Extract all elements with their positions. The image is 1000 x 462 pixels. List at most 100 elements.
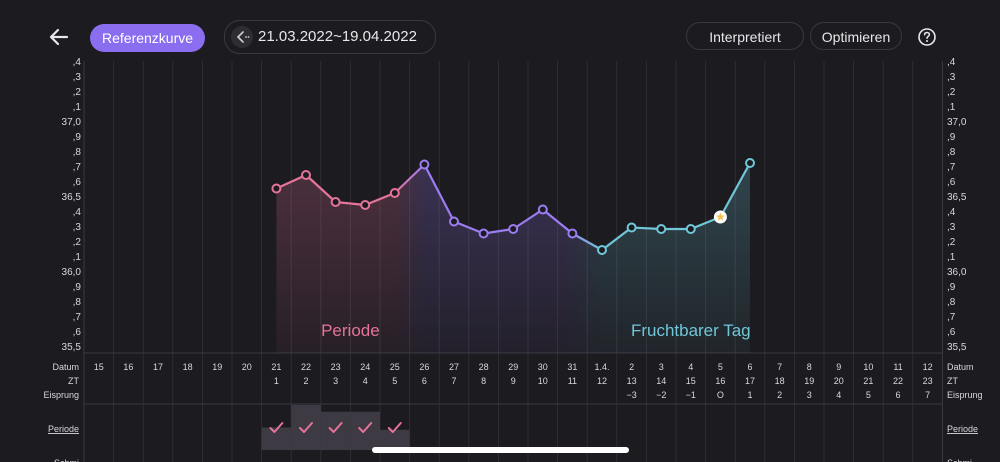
temperature-point bbox=[537, 204, 548, 215]
y-tick-label: ,1 bbox=[947, 102, 956, 113]
y-tick-label: ,9 bbox=[947, 132, 956, 143]
interpreted-button[interactable]: Interpretiert bbox=[686, 22, 804, 50]
y-tick-label: ,9 bbox=[73, 282, 82, 293]
cycle-day-cell: 19 bbox=[804, 376, 814, 386]
date-cell: 4 bbox=[688, 362, 693, 372]
date-cell: 16 bbox=[123, 362, 133, 372]
cycle-day-cell: 18 bbox=[775, 376, 785, 386]
partial-row-label: Schmi bbox=[947, 458, 972, 462]
ovulation-cell: −2 bbox=[656, 390, 666, 400]
cycle-day-cell: 4 bbox=[363, 376, 368, 386]
date-cell: 2 bbox=[629, 362, 634, 372]
date-cell: 5 bbox=[718, 362, 723, 372]
y-tick-label: ,6 bbox=[73, 177, 82, 188]
home-indicator[interactable] bbox=[372, 447, 629, 453]
fertile-phase-label: Fruchtbarer Tag bbox=[631, 321, 751, 340]
date-cell: 28 bbox=[479, 362, 489, 372]
cycle-day-cell: 16 bbox=[715, 376, 725, 386]
y-tick-label: ,9 bbox=[73, 132, 82, 143]
date-cell: 3 bbox=[659, 362, 664, 372]
date-cell: 10 bbox=[863, 362, 873, 372]
date-range-text: 21.03.2022~19.04.2022 bbox=[258, 28, 417, 45]
phase-labels: Periode Fruchtbarer Tag bbox=[321, 321, 751, 340]
y-tick-label: ,6 bbox=[947, 327, 956, 338]
back-arrow-icon[interactable] bbox=[46, 24, 72, 50]
cycle-day-cell: 20 bbox=[834, 376, 844, 386]
temperature-point bbox=[389, 188, 400, 198]
ovulation-star-icon bbox=[716, 212, 725, 221]
date-cell: 20 bbox=[242, 362, 252, 372]
y-axis-right: ,4 ,3 ,2 ,1 37,0 ,9 ,8 ,7 ,6 36,5 ,4 ,3 ,2 ,1 36,0 ,9 ,8… bbox=[947, 57, 967, 353]
cycle-day-cell: 7 bbox=[451, 376, 456, 386]
period-row: Periode Periode Schmi Schmi bbox=[48, 405, 978, 462]
date-cell: 25 bbox=[390, 362, 400, 372]
cycle-day-cell: 15 bbox=[686, 376, 696, 386]
cycle-day-cell: 11 bbox=[568, 376, 577, 386]
cycle-day-cell: 22 bbox=[893, 376, 903, 386]
temperature-point bbox=[626, 222, 637, 233]
y-tick-label: ,1 bbox=[73, 102, 82, 113]
cycle-day-cell: 8 bbox=[481, 376, 486, 386]
temperature-point bbox=[419, 159, 430, 170]
date-cell: 12 bbox=[923, 362, 933, 372]
date-range-selector[interactable]: 21.03.2022~19.04.2022 bbox=[224, 20, 436, 54]
y-tick-label: ,4 bbox=[947, 57, 956, 68]
period-row-label: Periode bbox=[947, 424, 978, 434]
y-tick-label: ,7 bbox=[73, 162, 82, 173]
y-tick-label: ,2 bbox=[73, 237, 82, 248]
y-tick-label: ,1 bbox=[73, 252, 82, 263]
cycle-day-cell: 17 bbox=[745, 376, 755, 386]
curve-fill bbox=[276, 163, 750, 353]
date-cell: 21 bbox=[271, 362, 281, 372]
temperature-point bbox=[597, 245, 607, 255]
temperature-point bbox=[745, 158, 755, 168]
date-cell: 9 bbox=[836, 362, 841, 372]
date-cell: 31 bbox=[567, 362, 577, 372]
y-tick-label: ,3 bbox=[73, 72, 82, 83]
temperature-point bbox=[301, 170, 311, 180]
period-phase-label: Periode bbox=[321, 321, 380, 340]
cycle-day-cell: 6 bbox=[422, 376, 427, 386]
y-tick-label: ,7 bbox=[947, 162, 956, 173]
y-axis-left: ,4 ,3 ,2 ,1 37,0 ,9 ,8 ,7 ,6 36,5 ,4 ,3 ,2 ,1 36,0 ,9 ,8… bbox=[62, 57, 82, 353]
period-check-icon bbox=[299, 422, 313, 433]
y-tick-label: ,8 bbox=[947, 297, 956, 308]
date-cell: 19 bbox=[212, 362, 222, 372]
cycle-day-row-label: ZT bbox=[947, 376, 958, 386]
ovulation-cell: 3 bbox=[807, 390, 812, 400]
help-icon[interactable] bbox=[917, 27, 937, 47]
top-bar: Referenzkurve 21.03.2022~19.04.2022 Inte… bbox=[0, 0, 1000, 62]
temperature-point bbox=[478, 228, 489, 239]
ovulation-cell: 7 bbox=[925, 390, 930, 400]
date-cell: 30 bbox=[538, 362, 548, 372]
period-check-icon bbox=[358, 422, 373, 433]
ovulation-cell: 5 bbox=[866, 390, 871, 400]
chevron-left-icon[interactable] bbox=[231, 26, 253, 48]
period-intensity-bar bbox=[291, 405, 321, 450]
ovulation-row-label: Eisprung bbox=[43, 390, 79, 400]
date-cell: 27 bbox=[449, 362, 459, 372]
date-cell: 22 bbox=[301, 362, 311, 372]
ovulation-cell: 6 bbox=[895, 390, 900, 400]
y-tick-label: ,6 bbox=[947, 177, 956, 188]
cycle-day-cell: 12 bbox=[597, 376, 607, 386]
ovulation-row-label: Eisprung bbox=[947, 390, 983, 400]
cycle-day-cell: 3 bbox=[333, 376, 338, 386]
date-cell: 26 bbox=[419, 362, 429, 372]
cycle-day-cell: 9 bbox=[511, 376, 516, 386]
ovulation-cell: −3 bbox=[626, 390, 636, 400]
temperature-point bbox=[685, 224, 696, 234]
optimize-button[interactable]: Optimieren bbox=[810, 22, 902, 50]
ovulation-cell: 2 bbox=[777, 390, 782, 400]
y-tick-label: ,4 bbox=[73, 57, 82, 68]
cycle-day-cell: 2 bbox=[303, 376, 308, 386]
y-tick-label: 35,5 bbox=[947, 342, 967, 353]
reference-curve-button[interactable]: Referenzkurve bbox=[90, 24, 206, 52]
date-row-label: Datum bbox=[52, 362, 79, 372]
cycle-day-row-label: ZT bbox=[68, 376, 79, 386]
period-check-icon bbox=[328, 422, 343, 433]
temperature-point bbox=[656, 224, 667, 234]
cycle-day-cell: 10 bbox=[538, 376, 548, 386]
period-row-label: Periode bbox=[48, 424, 79, 434]
